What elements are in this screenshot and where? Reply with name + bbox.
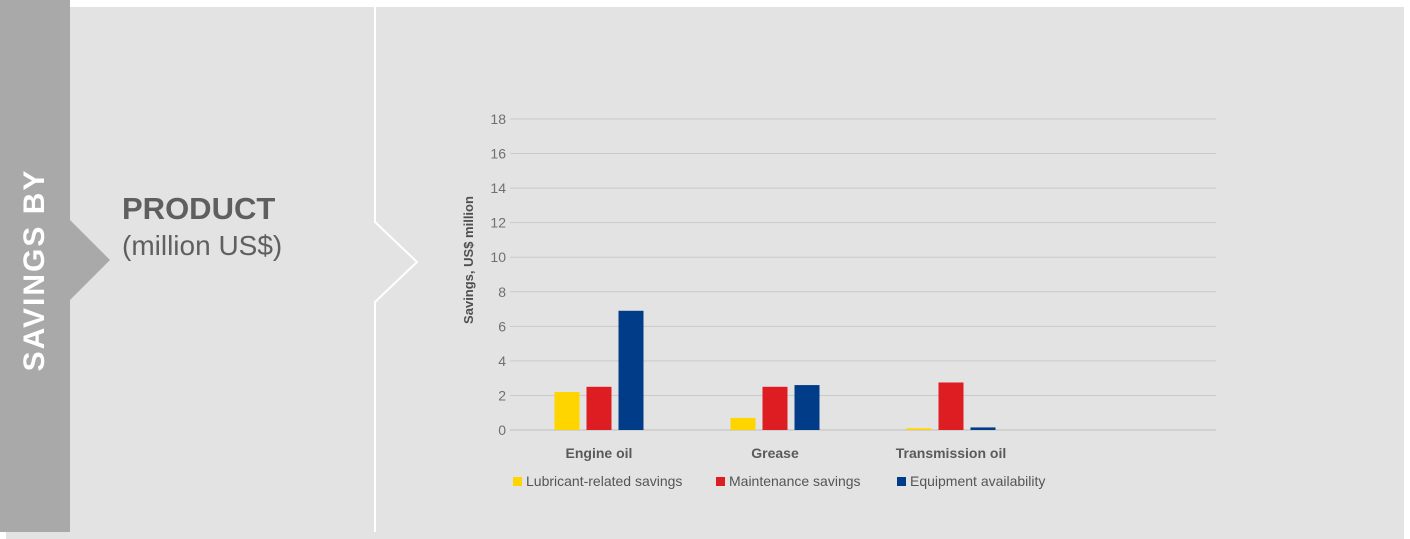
legend-swatch [513, 477, 522, 486]
bar [970, 427, 996, 430]
legend-swatch [897, 477, 906, 486]
x-category-label: Grease [751, 445, 799, 461]
bar [938, 382, 964, 430]
y-tick-label: 16 [490, 146, 506, 162]
label-layer: 0 2 4 6 8 10 12 14 16 18 Engine oil Grease Transmiss… [490, 111, 1006, 461]
bar [730, 417, 756, 430]
y-tick-label: 4 [498, 353, 506, 369]
x-category-label: Transmission oil [896, 445, 1006, 461]
bar [554, 391, 580, 430]
y-axis-title: Savings, US$ million [461, 196, 476, 324]
side-band [0, 0, 70, 532]
legend-item: Maintenance savings [716, 473, 861, 489]
panel-background [6, 7, 1404, 539]
bar [762, 386, 788, 430]
y-tick-label: 6 [498, 318, 506, 334]
bar [906, 428, 932, 430]
legend-label: Maintenance savings [729, 473, 861, 489]
x-category-label: Engine oil [566, 445, 633, 461]
heading: PRODUCT (million US$) [122, 190, 282, 264]
legend-item: Equipment availability [897, 473, 1045, 489]
legend-label: Equipment availability [910, 473, 1045, 489]
bar-layer [554, 310, 996, 430]
side-band-arrow [70, 220, 110, 300]
y-tick-label: 14 [490, 180, 506, 196]
y-tick-label: 10 [490, 249, 506, 265]
heading-subtitle: (million US$) [122, 230, 283, 261]
bar [586, 386, 612, 430]
chevron-divider [374, 0, 419, 532]
y-tick-label: 12 [490, 215, 506, 231]
heading-title: PRODUCT [122, 191, 276, 226]
legend-item: Lubricant-related savings [513, 473, 682, 489]
grid-layer [510, 118, 1216, 431]
bar [794, 385, 820, 430]
legend: Lubricant-related savings Maintenance sav… [513, 473, 1045, 489]
legend-swatch [716, 477, 725, 486]
y-tick-label: 18 [490, 111, 506, 127]
y-tick-label: 0 [498, 422, 506, 438]
legend-label: Lubricant-related savings [526, 473, 682, 489]
y-tick-label: 2 [498, 387, 506, 403]
bar [618, 310, 644, 430]
y-tick-label: 8 [498, 284, 506, 300]
